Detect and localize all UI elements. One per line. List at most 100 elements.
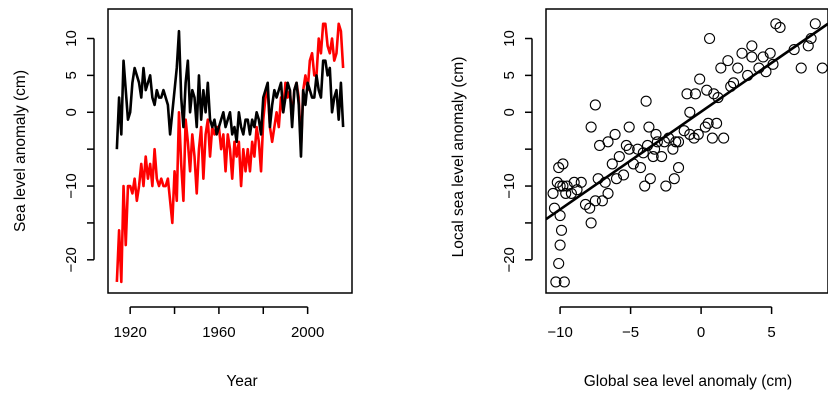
scatter-point [589, 195, 601, 207]
scatter-point [722, 55, 734, 67]
scatter-point [550, 276, 562, 288]
scatter-point [668, 173, 680, 185]
scatter-point [757, 51, 769, 63]
y-tick-label: 0 [63, 108, 80, 116]
scatter-point [774, 21, 786, 33]
scatter-point [816, 62, 828, 74]
scatter-point [606, 158, 618, 170]
scatter-point [585, 121, 597, 133]
scatter-point [554, 239, 566, 251]
scatter-point [802, 40, 814, 52]
x-tick-label: 5 [767, 324, 775, 341]
scatter-point [706, 132, 718, 144]
scatter-point [584, 202, 596, 214]
series-line-red [115, 22, 345, 284]
y-tick-label: 10 [501, 30, 518, 47]
y-axis-left: 10 5 0 −10 −20 [63, 30, 95, 273]
scatter-point [565, 187, 577, 199]
scatter-point [746, 40, 758, 52]
scatter-point [553, 162, 565, 174]
scatter-point [689, 88, 702, 100]
y-tick-label: −10 [501, 173, 518, 198]
x-tick-label: −5 [622, 324, 639, 341]
scatter-point [554, 180, 566, 192]
y-tick-label: 0 [501, 108, 518, 116]
y-tick-label: 5 [501, 71, 518, 79]
scatter-point [688, 132, 700, 144]
scatter-point [639, 180, 651, 192]
scatter-point [672, 136, 685, 148]
scatter-point [558, 276, 570, 288]
scatter-point [623, 121, 635, 133]
x-tick-label: 1920 [113, 324, 146, 341]
time-series-panel: 1920 1960 2000 10 5 0 −10 −20 Year Sea level a… [12, 8, 353, 390]
scatter-point [557, 180, 569, 192]
y-tick-label: 10 [63, 30, 80, 47]
scatter-point [704, 32, 716, 45]
scatter-point [678, 125, 690, 137]
series-lines [115, 22, 345, 284]
scatter-point [684, 128, 696, 140]
scatter-point [736, 47, 748, 59]
x-tick-label: 2000 [291, 324, 324, 341]
scatter-point [555, 224, 568, 236]
scatter-point [699, 121, 711, 133]
scatter-point [585, 217, 597, 229]
x-tick-label: 1960 [202, 324, 235, 341]
scatter-point [602, 136, 614, 148]
scatter-point [715, 62, 727, 74]
scatter-point [617, 169, 630, 181]
scatter-point [547, 187, 559, 199]
scatter-point [711, 117, 723, 129]
scatter-point [746, 51, 758, 63]
scatter-point [667, 143, 679, 155]
y-tick-label: −20 [501, 247, 518, 272]
scatter-point [770, 18, 782, 30]
scatter-point [670, 136, 682, 148]
scatter-point [560, 187, 572, 199]
plot-frame-left [107, 8, 353, 294]
scatter-point [647, 150, 659, 163]
scatter-point [553, 257, 565, 270]
y-tick-label: 5 [63, 71, 80, 79]
scatter-point [708, 88, 720, 100]
x-axis-right: −10 −5 0 5 [547, 306, 776, 341]
x-axis-title-left: Year [226, 373, 257, 390]
scatter-point [623, 143, 635, 155]
y-axis-title-right: Local sea level anomaly (cm) [450, 57, 467, 258]
scatter-point [613, 150, 625, 163]
x-axis-left: 1920 1960 2000 [113, 306, 324, 341]
scatter-point [557, 158, 569, 170]
scatter-point [650, 128, 662, 140]
y-tick-label: −10 [63, 173, 80, 198]
scatter-point [701, 84, 713, 96]
scatter-point [634, 162, 647, 174]
scatter-point [596, 195, 608, 207]
scatter-point [694, 73, 706, 85]
scatter-point [610, 173, 623, 185]
y-axis-right: 10 5 0 −10 −20 [501, 30, 533, 273]
scatter-point [620, 139, 632, 152]
scatter-point [681, 88, 693, 100]
scatter-point [702, 117, 714, 129]
regression-line [546, 22, 828, 221]
scatter-point [660, 180, 672, 192]
scatter-point [568, 176, 580, 188]
scatter-point [809, 18, 821, 30]
plot-frame-right [545, 8, 828, 294]
scatter-point [656, 150, 668, 163]
x-tick-label: 0 [697, 324, 705, 341]
series-line-black [115, 29, 345, 158]
scatter-point [640, 95, 652, 107]
scatter-point [672, 162, 685, 174]
y-tick-label: −20 [63, 247, 80, 272]
scatter-point [644, 173, 656, 185]
scatter-point [692, 128, 704, 140]
x-tick-label: −10 [547, 324, 572, 341]
scatter-point [589, 99, 601, 111]
x-axis-title-right: Global sea level anomaly (cm) [584, 373, 792, 390]
scatter-point [643, 121, 655, 133]
scatter-panel: −10 −5 0 5 10 5 0 −10 −20 Global sea level anom… [450, 8, 828, 390]
scatter-point [575, 176, 587, 188]
